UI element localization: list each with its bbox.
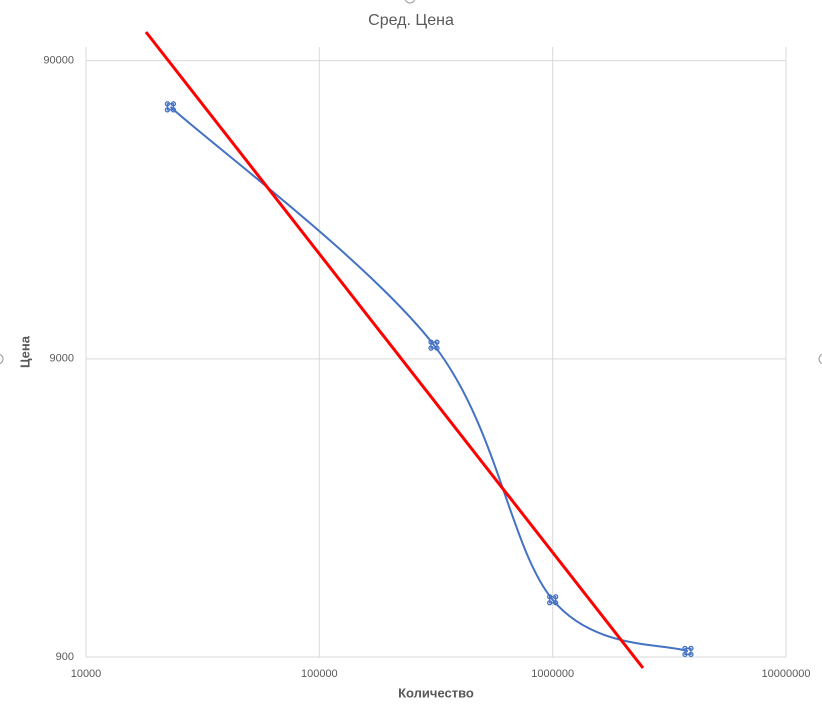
- chart-title: Сред. Цена: [368, 12, 454, 29]
- marker: [428, 339, 440, 351]
- y-tick-label: 9000: [50, 353, 74, 365]
- x-tick-label: 10000000: [762, 668, 811, 680]
- series-line: [169, 106, 689, 653]
- plot-area: [164, 101, 694, 657]
- x-tick-label: 10000: [71, 668, 102, 680]
- x-axis-title: Количество: [398, 685, 474, 700]
- resize-handle[interactable]: [0, 353, 4, 365]
- y-tick-label: 900: [56, 651, 74, 663]
- y-tick-label: 90000: [43, 55, 74, 67]
- x-tick-label: 100000: [301, 668, 338, 680]
- marker: [547, 594, 559, 606]
- resize-handle[interactable]: [404, 0, 416, 4]
- grid: [85, 47, 787, 658]
- resize-handle[interactable]: [818, 353, 822, 365]
- marker: [164, 101, 177, 113]
- marker: [682, 645, 694, 657]
- x-tick-label: 1000000: [531, 668, 574, 680]
- drawn-trend-line: [144, 31, 645, 669]
- y-axis-title: Цена: [17, 335, 32, 368]
